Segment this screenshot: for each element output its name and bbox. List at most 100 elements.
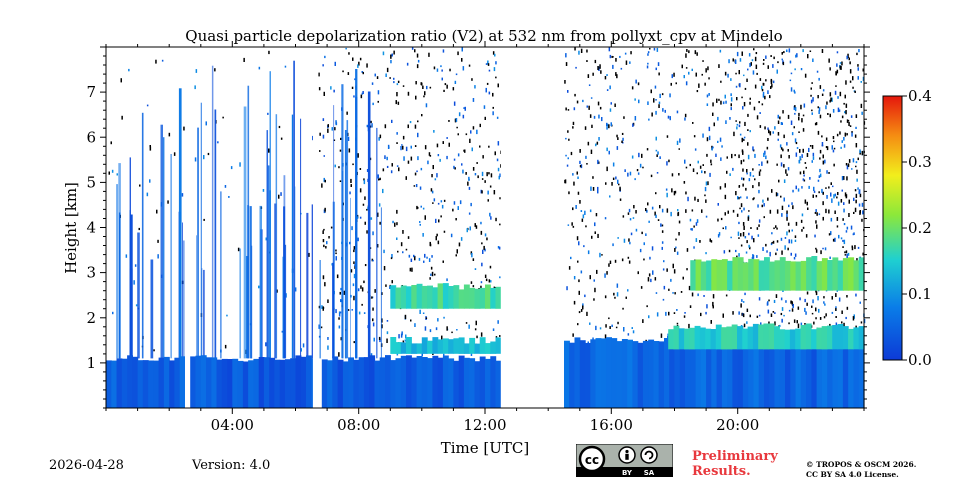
noise-pixel bbox=[701, 170, 703, 174]
noise-pixel bbox=[742, 313, 745, 318]
noise-pixel bbox=[705, 311, 707, 315]
noise-pixel bbox=[746, 172, 748, 175]
noise-pixel bbox=[791, 302, 794, 306]
noise-pixel bbox=[318, 87, 321, 91]
noise-pixel bbox=[774, 321, 776, 326]
noise-pixel bbox=[738, 124, 741, 128]
noise-pixel bbox=[765, 79, 767, 82]
noise-pixel bbox=[783, 51, 785, 54]
noise-pixel bbox=[655, 110, 657, 115]
noise-pixel bbox=[347, 309, 350, 311]
noise-pixel bbox=[422, 233, 424, 237]
noise-pixel bbox=[718, 98, 720, 101]
noise-pixel bbox=[321, 183, 323, 188]
layer-cell bbox=[274, 359, 281, 408]
noise-pixel bbox=[841, 310, 843, 314]
noise-pixel bbox=[128, 68, 130, 72]
noise-pixel bbox=[700, 312, 702, 317]
noise-pixel bbox=[747, 113, 749, 117]
noise-pixel bbox=[843, 223, 846, 226]
noise-pixel bbox=[616, 146, 619, 150]
noise-pixel bbox=[430, 266, 433, 270]
noise-pixel bbox=[752, 175, 755, 177]
layer-cell bbox=[153, 360, 160, 408]
noise-pixel bbox=[443, 316, 445, 319]
layer-cell bbox=[395, 358, 402, 408]
noise-pixel bbox=[414, 145, 417, 147]
noise-pixel bbox=[487, 63, 490, 66]
noise-pixel bbox=[733, 131, 735, 137]
noise-pixel bbox=[334, 61, 336, 66]
noise-pixel bbox=[766, 302, 769, 306]
noise-pixel bbox=[155, 59, 157, 64]
noise-pixel bbox=[625, 296, 627, 299]
layer-cell bbox=[716, 259, 723, 291]
noise-pixel bbox=[194, 85, 196, 90]
layer-cell bbox=[779, 337, 786, 408]
noise-pixel bbox=[469, 138, 471, 143]
noise-pixel bbox=[769, 209, 772, 214]
noise-pixel bbox=[712, 301, 714, 307]
noise-pixel bbox=[797, 188, 800, 192]
noise-pixel bbox=[701, 73, 703, 76]
layer-cell bbox=[411, 285, 418, 309]
noise-pixel bbox=[862, 252, 864, 256]
noise-pixel bbox=[616, 292, 619, 297]
noise-pixel bbox=[753, 48, 755, 51]
noise-pixel bbox=[722, 101, 725, 105]
noise-pixel bbox=[405, 176, 407, 180]
noise-pixel bbox=[691, 292, 694, 297]
noise-pixel bbox=[794, 138, 797, 143]
noise-pixel bbox=[484, 248, 486, 252]
noise-pixel bbox=[268, 50, 270, 55]
layer-cell bbox=[695, 259, 702, 291]
noise-pixel bbox=[587, 141, 590, 146]
noise-pixel bbox=[230, 166, 233, 170]
noise-pixel bbox=[268, 148, 270, 153]
noise-pixel bbox=[857, 157, 859, 161]
layer-cell bbox=[632, 341, 639, 408]
layer-cell bbox=[784, 329, 791, 350]
noise-pixel bbox=[828, 233, 831, 236]
noise-pixel bbox=[840, 120, 842, 123]
noise-pixel bbox=[736, 213, 739, 217]
noise-pixel bbox=[775, 225, 777, 228]
noise-pixel bbox=[481, 262, 483, 267]
noise-pixel bbox=[652, 270, 654, 275]
noise-pixel bbox=[685, 209, 687, 213]
noise-pixel bbox=[437, 202, 440, 205]
noise-pixel bbox=[413, 185, 416, 187]
noise-pixel bbox=[842, 246, 844, 248]
cloud-streak bbox=[376, 127, 378, 359]
noise-pixel bbox=[584, 126, 587, 130]
noise-pixel bbox=[763, 59, 765, 61]
noise-pixel bbox=[767, 138, 769, 141]
noise-pixel bbox=[720, 217, 723, 221]
noise-pixel bbox=[661, 230, 664, 233]
cc-license-badge[interactable]: cc BY SA bbox=[576, 444, 673, 477]
layer-cell bbox=[711, 342, 718, 408]
layer-cell bbox=[700, 261, 707, 291]
noise-pixel bbox=[493, 67, 496, 72]
noise-pixel bbox=[781, 58, 783, 61]
layer-cell bbox=[374, 360, 381, 408]
noise-pixel bbox=[730, 97, 733, 102]
noise-pixel bbox=[481, 178, 484, 180]
layer-cell bbox=[668, 329, 675, 350]
cloud-streak bbox=[267, 165, 270, 359]
noise-pixel bbox=[161, 59, 164, 62]
noise-pixel bbox=[638, 152, 640, 158]
layer-cell bbox=[811, 338, 818, 408]
copyright-line-2: CC BY SA 4.0 License. bbox=[806, 470, 899, 479]
cloud-streak bbox=[251, 245, 253, 359]
noise-pixel bbox=[835, 85, 837, 87]
noise-pixel bbox=[486, 172, 488, 177]
noise-pixel bbox=[730, 78, 732, 81]
layer-cell bbox=[816, 261, 823, 291]
noise-pixel bbox=[443, 89, 445, 92]
noise-pixel bbox=[393, 81, 395, 84]
layer-cell bbox=[805, 323, 812, 350]
layer-cell bbox=[627, 339, 633, 408]
noise-pixel bbox=[744, 121, 746, 126]
layer-cell bbox=[469, 358, 476, 408]
